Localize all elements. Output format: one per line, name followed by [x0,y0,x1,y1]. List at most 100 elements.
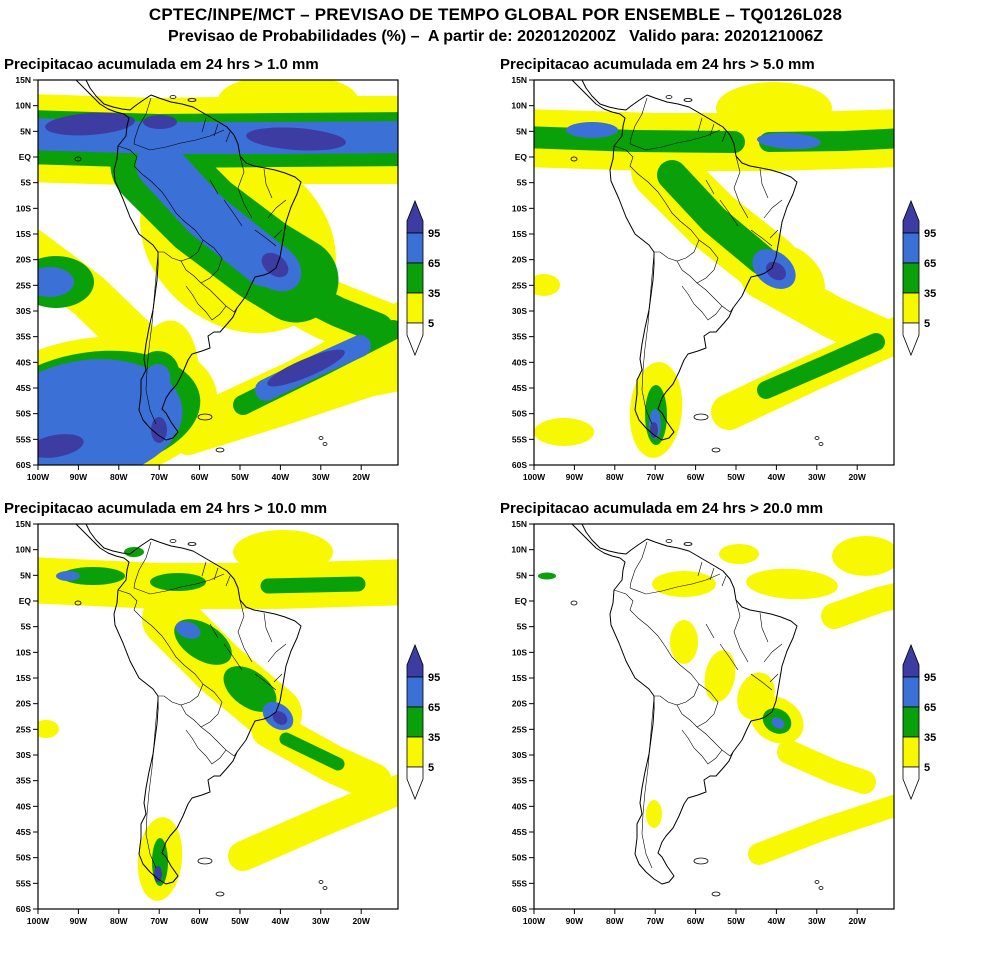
panel-precip-gt-5mm: Precipitacao acumulada em 24 hrs > 5.0 m… [496,56,991,484]
panels-grid: Precipitacao acumulada em 24 hrs > 1.0 m… [0,56,991,928]
svg-text:10N: 10N [15,101,31,111]
svg-text:45S: 45S [16,383,31,393]
filled-contours [38,80,398,465]
svg-text:5N: 5N [20,570,31,580]
island [187,542,197,546]
svg-text:60W: 60W [191,916,209,926]
island [318,880,324,884]
island [169,539,177,543]
lat-axis: 15N 10N 5N EQ 5S 10S 15S 20S 25S 30S 35S 40S 45S 50S 5… [15,519,38,914]
island [74,600,82,606]
country-border [225,305,238,313]
country-border [225,749,238,757]
precip-probability-map-10mm: 15N 10N 5N EQ 5S 10S 15S 20S 25S 30S 35S 40S 45S 50S 5… [15,519,440,926]
svg-text:70W: 70W [150,472,168,482]
island [818,886,824,890]
svg-text:5S: 5S [517,622,528,632]
svg-text:60W: 60W [687,916,705,926]
page-header: CPTEC/INPE/MCT – PREVISAO DE TEMPO GLOBA… [0,0,991,46]
country-border [201,117,231,143]
coastline [75,524,302,885]
svg-text:35S: 35S [16,332,31,342]
svg-text:80W: 80W [606,472,624,482]
svg-text:45S: 45S [16,827,31,837]
svg-text:65: 65 [924,702,936,714]
filled-contours [534,80,894,458]
svg-text:100W: 100W [27,916,50,926]
country-border [209,599,287,691]
svg-text:20W: 20W [352,472,370,482]
island [322,886,328,890]
country-border [629,129,721,151]
map-area: 15N 10N 5N EQ 5S 10S 15S 20S 25S 30S 35S 40S 45S 50S 5… [511,75,895,482]
country-border [629,573,721,595]
svg-text:35S: 35S [16,776,31,786]
svg-text:35: 35 [428,288,440,300]
svg-text:10N: 10N [511,101,527,111]
map-area: 15N 10N 5N EQ 5S 10S 15S 20S 25S 30S 35S 40S 45S 50S 5… [511,519,895,926]
lat-axis: 15N 10N 5N EQ 5S 10S 15S 20S 25S 30S 35S 40S 45S 50S 5… [15,75,38,470]
island [570,156,578,162]
panel-precip-gt-1mm: Precipitacao acumulada em 24 hrs > 1.0 m… [0,56,496,484]
svg-text:20W: 20W [848,472,866,482]
svg-text:20S: 20S [512,255,527,265]
island [570,600,578,606]
island [215,447,225,453]
svg-text:30S: 30S [512,306,527,316]
map-area: 15N 10N 5N EQ 5S 10S 15S 20S 25S 30S 35S 40S 45S 50S 5… [15,519,399,926]
svg-text:70W: 70W [150,916,168,926]
country-border [721,749,734,757]
svg-text:50S: 50S [512,853,527,863]
svg-text:35S: 35S [512,332,527,342]
panel-title: Precipitacao acumulada em 24 hrs > 10.0 … [4,500,328,517]
svg-text:5S: 5S [517,178,528,188]
svg-text:60W: 60W [191,472,209,482]
lon-axis: 100W 90W 80W 70W 60W 50W 40W 30W 20W [523,465,867,482]
country-border [681,726,723,765]
svg-text:40S: 40S [512,801,527,811]
island [215,891,225,897]
svg-text:5N: 5N [516,570,527,580]
country-border [676,683,719,728]
panel-title: Precipitacao acumulada em 24 hrs > 5.0 m… [500,56,815,73]
svg-text:30S: 30S [16,750,31,760]
colorbar: 95 65 35 5 [902,199,936,357]
svg-text:90W: 90W [70,916,88,926]
svg-text:50S: 50S [16,409,31,419]
svg-text:25S: 25S [16,724,31,734]
svg-text:35S: 35S [512,776,527,786]
precip-probability-map-20mm: 15N 10N 5N EQ 5S 10S 15S 20S 25S 30S 35S 40S 45S 50S 5… [511,519,936,926]
map-frame [533,523,895,910]
country-border [697,117,727,143]
country-border [133,97,152,145]
subtitle: Previsao de Probabilidades (%) – A parti… [167,28,824,45]
colorbar: 95 65 35 5 [406,643,440,801]
svg-text:10S: 10S [512,203,527,213]
svg-text:15N: 15N [511,519,527,529]
svg-text:55S: 55S [512,878,527,888]
svg-text:5: 5 [428,762,434,774]
svg-text:95: 95 [924,228,936,240]
svg-text:15S: 15S [16,229,31,239]
svg-text:5S: 5S [21,178,32,188]
svg-text:10N: 10N [511,545,527,555]
svg-text:5N: 5N [20,126,31,136]
svg-text:5N: 5N [516,126,527,136]
svg-text:70W: 70W [646,472,664,482]
main-title: CPTEC/INPE/MCT – PREVISAO DE TEMPO GLOBA… [148,5,843,24]
panel-precip-gt-10mm: Precipitacao acumulada em 24 hrs > 10.0 … [0,500,496,928]
map-frame [533,79,895,466]
svg-text:25S: 25S [512,724,527,734]
svg-text:80W: 80W [110,916,128,926]
colorbar: 95 65 35 5 [902,643,936,801]
svg-text:20W: 20W [848,916,866,926]
svg-text:50W: 50W [231,916,249,926]
map-frame [37,79,399,466]
country-border [145,697,159,869]
svg-text:50S: 50S [512,409,527,419]
coastline [571,524,798,885]
island [197,413,213,421]
island [169,95,177,99]
island [322,442,328,446]
svg-text:50W: 50W [231,472,249,482]
